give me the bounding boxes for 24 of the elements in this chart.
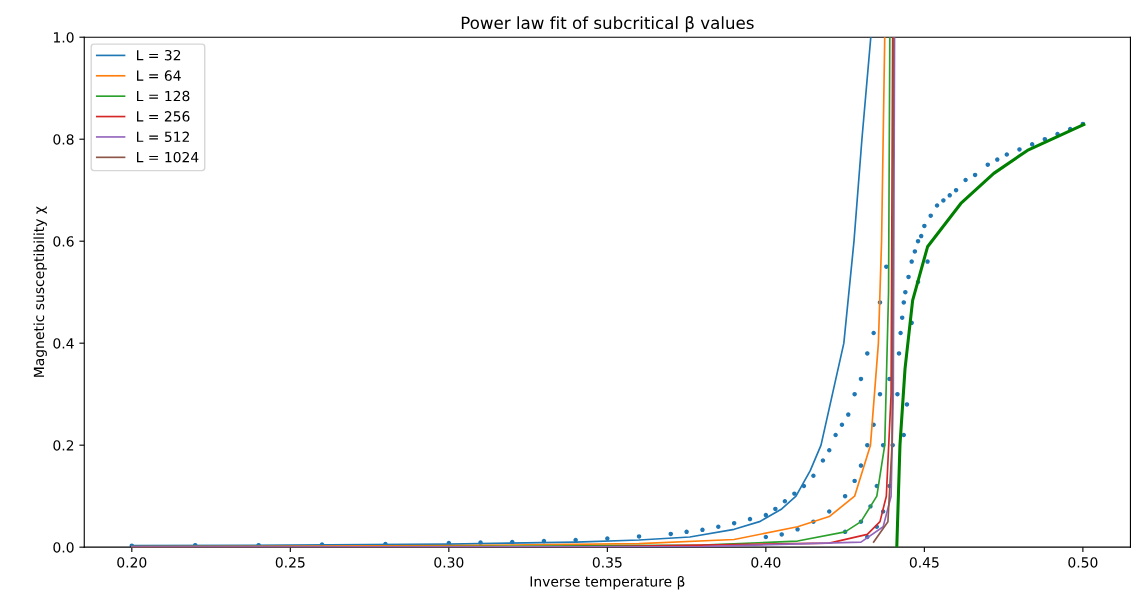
y-tick-label: 0.8 <box>53 134 74 145</box>
x-tick-label: 0.30 <box>434 557 464 568</box>
x-axis-title: Inverse temperature β <box>530 575 685 590</box>
x-tick-label: 0.35 <box>592 557 622 568</box>
line-series <box>895 122 1086 548</box>
x-tick-label: 0.45 <box>909 557 939 568</box>
y-tick-label: 0.6 <box>53 236 74 247</box>
legend-label: L = 256 <box>137 111 190 122</box>
legend-label: L = 64 <box>137 70 181 81</box>
legend-label: L = 512 <box>137 131 189 143</box>
legend-label: L = 32 <box>137 49 181 61</box>
x-tick-label: 0.20 <box>117 557 147 568</box>
y-tick-label: 0.2 <box>53 440 74 451</box>
y-tick-label: 1.0 <box>53 32 74 43</box>
line-series <box>872 37 895 543</box>
legend-label: L = 1024 <box>137 151 199 163</box>
legend-label: L = 128 <box>137 90 190 102</box>
y-tick-label: 0.0 <box>53 542 74 553</box>
x-tick-label: 0.50 <box>1068 557 1098 568</box>
x-tick-label: 0.25 <box>275 557 305 568</box>
y-tick-label: 0.4 <box>53 338 74 349</box>
y-axis-title: Magnetic susceptibility χ <box>33 206 47 377</box>
chart-title: Power law fit of subcritical β values <box>461 16 754 33</box>
x-tick-label: 0.40 <box>751 557 781 568</box>
